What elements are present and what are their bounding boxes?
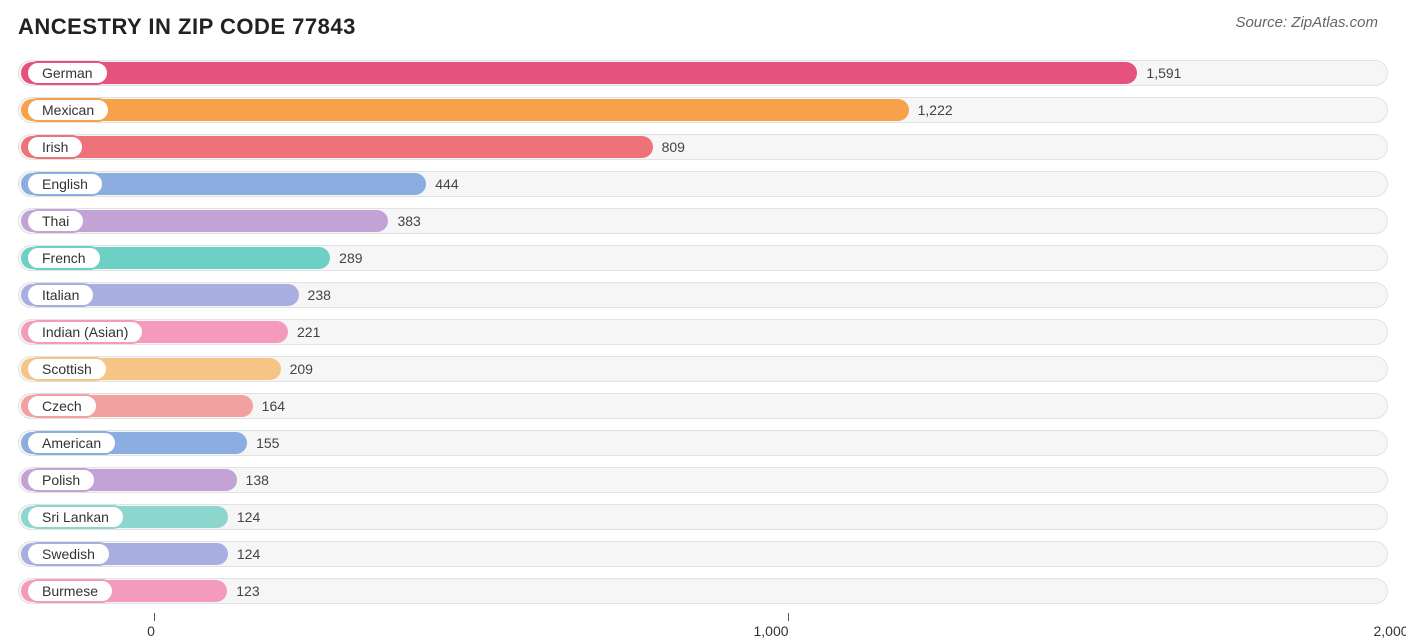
- axis-tick: 0: [151, 613, 159, 639]
- bar-category-pill: French: [26, 246, 102, 270]
- bar-category-pill: Scottish: [26, 357, 108, 381]
- bar-category-pill: Thai: [26, 209, 85, 233]
- bar-row: Mexican 1,222: [18, 95, 1388, 125]
- bar-row: Burmese 123: [18, 576, 1388, 606]
- header: ANCESTRY IN ZIP CODE 77843 Source: ZipAt…: [0, 0, 1406, 50]
- axis-tick: 1,000: [771, 613, 806, 639]
- bar-value-label: 138: [246, 472, 269, 488]
- bar-category-pill: American: [26, 431, 117, 455]
- bar-category-pill: Burmese: [26, 579, 114, 603]
- bar-value-label: 444: [435, 176, 458, 192]
- bar-row: English 444: [18, 169, 1388, 199]
- tick-label: 1,000: [753, 623, 788, 639]
- tick-label: 2,000: [1373, 623, 1406, 639]
- source-attribution: Source: ZipAtlas.com: [1235, 14, 1378, 31]
- bar-value-label: 1,591: [1146, 65, 1181, 81]
- bar-category-pill: German: [26, 61, 109, 85]
- bar-category-pill: Czech: [26, 394, 98, 418]
- axis-tick: 2,000: [1391, 613, 1406, 639]
- x-axis: 01,0002,000: [18, 613, 1388, 643]
- bar-value-label: 809: [662, 139, 685, 155]
- bar-row: Czech 164: [18, 391, 1388, 421]
- bar-value-label: 123: [236, 583, 259, 599]
- bar-value-label: 1,222: [918, 102, 953, 118]
- bar-value-label: 221: [297, 324, 320, 340]
- bar-row: German 1,591: [18, 58, 1388, 88]
- bar-category-pill: Swedish: [26, 542, 111, 566]
- bar-value-label: 124: [237, 509, 260, 525]
- bar-row: Indian (Asian) 221: [18, 317, 1388, 347]
- bar-row: Irish 809: [18, 132, 1388, 162]
- bar-fill: [21, 62, 1137, 84]
- bar-fill: [21, 99, 909, 121]
- bar-row: Italian 238: [18, 280, 1388, 310]
- bar-row: Thai 383: [18, 206, 1388, 236]
- bar-category-pill: Mexican: [26, 98, 110, 122]
- bar-value-label: 383: [397, 213, 420, 229]
- bar-value-label: 155: [256, 435, 279, 451]
- bar-category-pill: Irish: [26, 135, 84, 159]
- bar-category-pill: Polish: [26, 468, 96, 492]
- bar-fill: [21, 136, 653, 158]
- bar-category-pill: Sri Lankan: [26, 505, 125, 529]
- bar-row: Polish 138: [18, 465, 1388, 495]
- tick-mark: [788, 613, 789, 621]
- bar-category-pill: English: [26, 172, 104, 196]
- bar-category-pill: Italian: [26, 283, 95, 307]
- bar-row: French 289: [18, 243, 1388, 273]
- tick-mark: [154, 613, 155, 621]
- bar-row: American 155: [18, 428, 1388, 458]
- bar-value-label: 238: [308, 287, 331, 303]
- bar-value-label: 289: [339, 250, 362, 266]
- bar-category-pill: Indian (Asian): [26, 320, 144, 344]
- bar-row: Scottish 209: [18, 354, 1388, 384]
- chart-title: ANCESTRY IN ZIP CODE 77843: [18, 14, 356, 40]
- bar-row: Swedish 124: [18, 539, 1388, 569]
- tick-label: 0: [147, 623, 155, 639]
- bar-row: Sri Lankan 124: [18, 502, 1388, 532]
- bar-value-label: 164: [262, 398, 285, 414]
- bar-value-label: 209: [290, 361, 313, 377]
- bar-value-label: 124: [237, 546, 260, 562]
- chart-area: German 1,591 Mexican 1,222 Irish 809 English 44…: [18, 58, 1388, 606]
